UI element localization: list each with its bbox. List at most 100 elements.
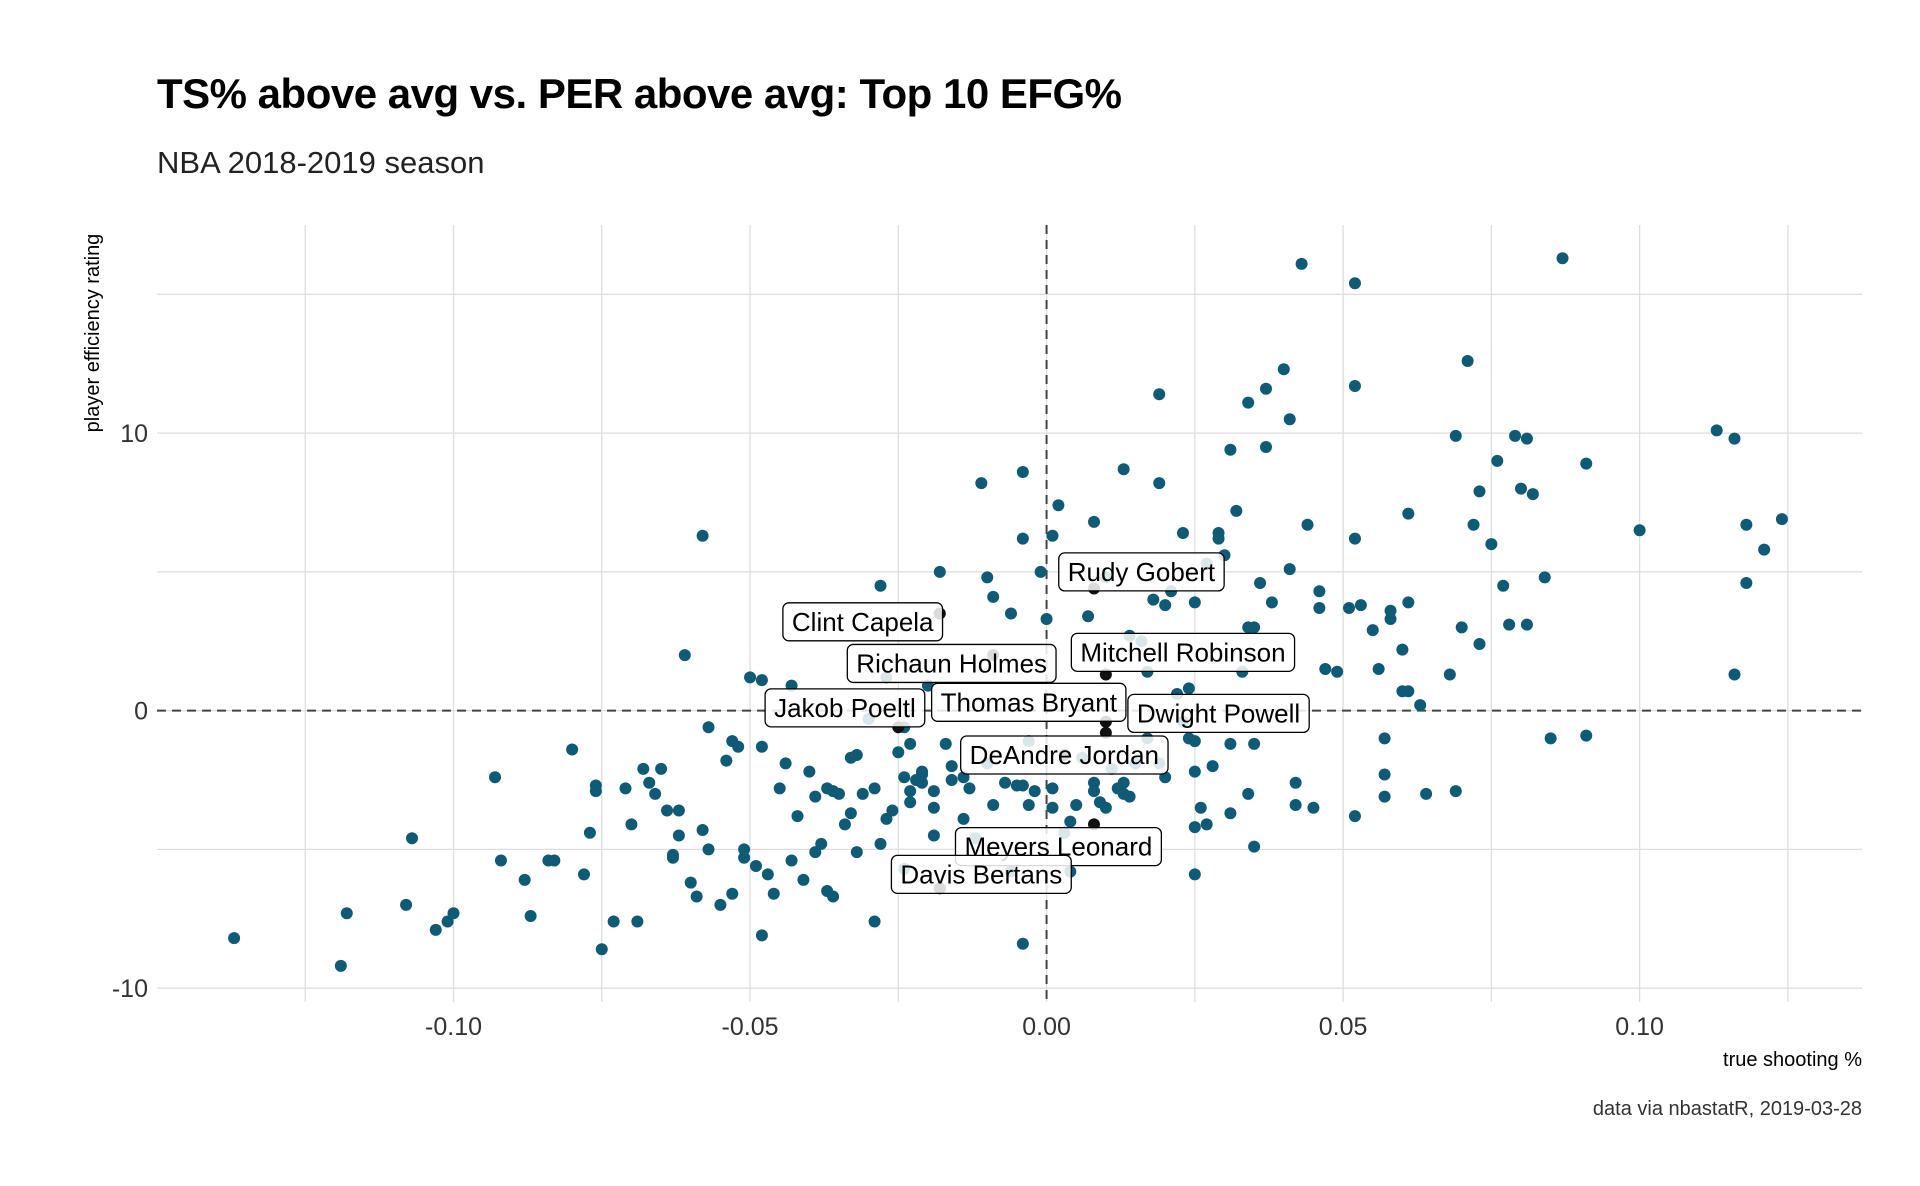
- data-point: [1034, 565, 1047, 578]
- data-point: [720, 754, 733, 767]
- data-point: [1520, 618, 1533, 631]
- data-point: [1348, 532, 1361, 545]
- y-tick-label: 0: [134, 698, 148, 726]
- player-label: Rudy Gobert: [1058, 552, 1225, 592]
- player-labels: Rudy Gobert Clint Capela Mitchell Robinson…: [764, 552, 1310, 894]
- data-point: [945, 760, 958, 773]
- player-label-box: [960, 735, 1169, 775]
- player-label: Richaun Holmes: [846, 643, 1057, 684]
- data-point: [649, 787, 662, 800]
- data-point: [1467, 518, 1480, 531]
- data-point: [1259, 441, 1272, 453]
- data-point: [809, 790, 822, 803]
- data-point: [732, 740, 745, 753]
- data-point: [904, 796, 917, 809]
- player-label-box: [930, 682, 1127, 722]
- data-point: [524, 909, 537, 922]
- data-point: [577, 868, 590, 881]
- data-point: [1016, 465, 1029, 478]
- data-point: [1040, 613, 1053, 626]
- data-point: [489, 771, 502, 784]
- data-point: [1378, 768, 1391, 781]
- data-point: [892, 746, 905, 759]
- data-point: [1485, 538, 1498, 551]
- data-point: [797, 873, 810, 886]
- data-point: [1396, 643, 1409, 656]
- data-point: [340, 907, 353, 920]
- player-label-box: [846, 643, 1057, 684]
- data-point: [1455, 621, 1468, 634]
- data-point: [904, 737, 917, 750]
- data-point: [868, 915, 881, 928]
- data-point: [749, 860, 762, 873]
- x-tick-label: 0.05: [1319, 1013, 1368, 1041]
- data-point: [1775, 513, 1788, 526]
- grid-lines: [157, 225, 1862, 1002]
- player-label-text: DeAndre Jordan: [970, 740, 1159, 770]
- data-point: [957, 812, 970, 825]
- player-label-text: Clint Capela: [792, 607, 934, 637]
- data-point: [1728, 668, 1741, 681]
- data-point: [1188, 735, 1201, 748]
- data-point: [678, 649, 691, 662]
- data-point: [791, 810, 804, 823]
- player-label-box: [1058, 552, 1225, 592]
- data-point: [874, 579, 887, 592]
- data-point: [1277, 363, 1290, 376]
- player-label: Davis Bertans: [890, 854, 1072, 894]
- data-point: [625, 818, 638, 831]
- data-point: [1224, 443, 1237, 456]
- data-point: [850, 749, 863, 762]
- data-point: [755, 740, 768, 753]
- player-label: Jakob Poeltl: [764, 688, 926, 728]
- data-point: [886, 804, 899, 817]
- data-point: [1283, 563, 1296, 576]
- data-point: [1259, 382, 1272, 395]
- data-point: [589, 785, 602, 798]
- data-point: [874, 837, 887, 850]
- data-point: [1319, 663, 1332, 675]
- data-point: [1230, 504, 1243, 517]
- data-point: [334, 959, 347, 972]
- player-label-box: [764, 688, 926, 728]
- data-point: [738, 851, 751, 864]
- data-point: [809, 846, 822, 859]
- data-point: [1188, 821, 1201, 834]
- data-point: [1248, 840, 1261, 853]
- data-point: [963, 782, 976, 795]
- data-point: [755, 929, 768, 942]
- chart-title: TS% above avg vs. PER above avg: Top 10 …: [157, 70, 1122, 117]
- data-point: [1758, 543, 1771, 556]
- data-point: [400, 898, 413, 911]
- data-point: [999, 776, 1012, 789]
- data-point: [945, 774, 958, 786]
- data-point: [850, 846, 863, 859]
- data-point: [1313, 585, 1326, 598]
- data-point: [1503, 618, 1516, 631]
- data-point: [1366, 624, 1379, 637]
- data-point: [1194, 801, 1207, 814]
- data-point: [1188, 868, 1201, 881]
- data-point: [927, 785, 940, 798]
- data-point: [714, 898, 727, 911]
- player-label: DeAndre Jordan: [960, 735, 1169, 775]
- data-point: [1016, 779, 1029, 792]
- data-point: [1384, 613, 1397, 626]
- x-tick-label: 0.10: [1615, 1013, 1664, 1041]
- data-point: [1046, 782, 1059, 795]
- data-point: [1473, 485, 1486, 498]
- data-point: [690, 890, 703, 903]
- player-label-text: Richaun Holmes: [856, 648, 1047, 678]
- y-tick-label: 10: [120, 420, 148, 448]
- data-point: [1117, 776, 1130, 789]
- data-point: [785, 854, 798, 867]
- data-point: [684, 876, 697, 889]
- player-label-text: Davis Bertans: [900, 859, 1062, 889]
- data-point: [1491, 454, 1504, 467]
- data-point: [1212, 532, 1225, 545]
- player-label-text: Thomas Bryant: [941, 687, 1118, 717]
- data-point: [1265, 596, 1278, 609]
- data-point: [1384, 604, 1397, 617]
- data-point: [1188, 596, 1201, 609]
- data-point: [1182, 682, 1195, 695]
